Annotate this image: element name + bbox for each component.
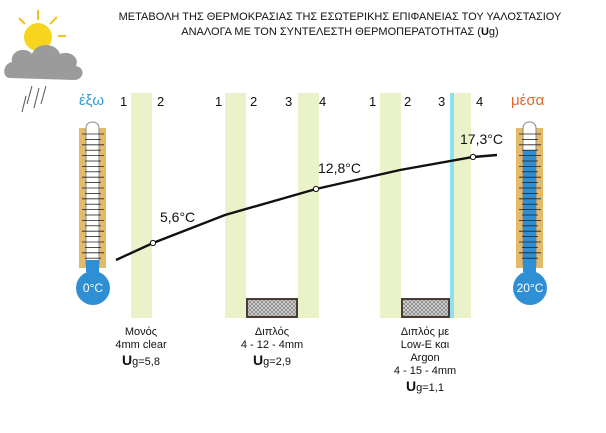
weather-sun-cloud-rain-icon (4, 10, 83, 113)
glass-panes (131, 93, 471, 318)
title-line-2: ΑΝΑΛΟΓΑ ΜΕ ΤΟΝ ΣΥΝΤΕΛΕΣΤΗ ΘΕΡΜΟΠΕΡΑΤΟΤΗΤ… (80, 25, 600, 40)
caption-line: Διπλός (254, 326, 290, 338)
caption-u-value: Ug=5,8 (86, 352, 196, 370)
caption-u-value: Ug=1,1 (367, 378, 483, 396)
temperature-label: 5,6°C (160, 209, 196, 225)
caption-g: g=5,8 (132, 356, 160, 368)
title-line-2-text: ΑΝΑΛΟΓΑ ΜΕ ΤΟΝ ΣΥΝΤΕΛΕΣΤΗ ΘΕΡΜΟΠΕΡΑΤΟΤΗΤ… (181, 26, 481, 38)
caption-g: g=2,9 (263, 356, 291, 368)
thermometer-outside-icon (76, 121, 110, 305)
caption-u: U (122, 352, 133, 368)
diagram-title: ΜΕΤΑΒΟΛΗ ΤΗΣ ΘΕΡΜΟΚΡΑΣΙΑΣ ΤΗΣ ΕΣΩΤΕΡΙΚΗΣ… (80, 10, 600, 40)
caption-u: U (406, 378, 417, 394)
temperature-point (312, 185, 320, 193)
glass-pane (131, 93, 152, 318)
pane-number: 4 (319, 94, 327, 109)
outside-label: έξω (79, 92, 105, 109)
low-e-coating (450, 93, 454, 318)
pane-number: 1 (120, 94, 128, 109)
caption-u-value: Ug=2,9 (217, 352, 327, 370)
temperature-point (469, 153, 477, 161)
caption-line: 4 - 12 - 4mm (240, 339, 304, 351)
temperature-point (149, 239, 157, 247)
temperature-label: 17,3°C (460, 131, 503, 147)
caption-line: Low-E και (400, 339, 450, 351)
thermometer-inside-icon (513, 121, 547, 305)
caption-line: Μονός (124, 326, 158, 338)
pane-number: 1 (369, 94, 377, 109)
pane-number: 1 (215, 94, 223, 109)
inside-label: μέσα (511, 92, 545, 109)
caption-g: g=1,1 (416, 382, 444, 394)
title-g: g (488, 26, 496, 38)
caption-double: Διπλός 4 - 12 - 4mm Ug=2,9 (217, 326, 327, 370)
temperature-label: 12,8°C (318, 160, 361, 176)
caption-line: 4 - 15 - 4mm (393, 365, 457, 377)
pane-number: 2 (157, 94, 165, 109)
glass-pane (225, 93, 246, 318)
glass-pane (380, 93, 401, 318)
pane-number: 2 (250, 94, 258, 109)
caption-single: Μονός 4mm clear Ug=5,8 (86, 326, 196, 370)
caption-u: U (253, 352, 264, 368)
pane-number: 3 (438, 94, 446, 109)
caption-line: Διπλός με (400, 326, 450, 338)
pane-number: 3 (285, 94, 293, 109)
glass-pane (298, 93, 319, 318)
outside-temperature: 0°C (82, 281, 104, 295)
title-u: U (480, 26, 489, 38)
pane-number: 4 (476, 94, 484, 109)
spacer-icon (246, 298, 450, 318)
caption-lowe: Διπλός με Low-E και Argon 4 - 15 - 4mm U… (367, 326, 483, 396)
glass-pane (450, 93, 471, 318)
inside-temperature: 20°C (516, 281, 544, 295)
caption-line: Argon (410, 352, 440, 364)
title-close: ) (495, 26, 499, 38)
pane-number: 2 (404, 94, 412, 109)
title-line-1: ΜΕΤΑΒΟΛΗ ΤΗΣ ΘΕΡΜΟΚΡΑΣΙΑΣ ΤΗΣ ΕΣΩΤΕΡΙΚΗΣ… (118, 11, 562, 23)
caption-line: 4mm clear (115, 339, 167, 351)
